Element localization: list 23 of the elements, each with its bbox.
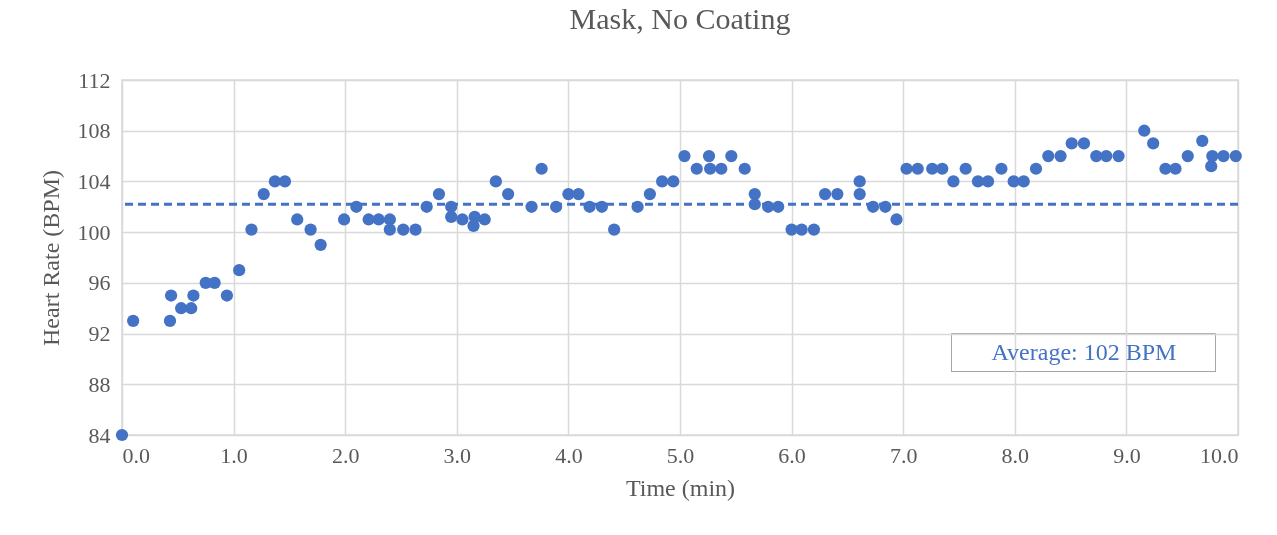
ref-line-label: Average: 102 BPM xyxy=(991,339,1177,365)
x-axis-title: Time (min) xyxy=(625,474,736,501)
y-tick-label: 100 xyxy=(77,219,111,245)
x-tick-label: 10.0 xyxy=(1200,442,1239,468)
x-tick-label: 4.0 xyxy=(555,442,583,468)
y-tick-label: 112 xyxy=(78,67,111,93)
x-tick-label: 2.0 xyxy=(331,442,360,468)
x-tick-label: 0.0 xyxy=(122,442,150,468)
x-tick-label: 6.0 xyxy=(778,442,806,468)
y-tick-label: 84 xyxy=(88,422,111,448)
y-tick-label: 96 xyxy=(88,270,111,296)
x-tick-label: 5.0 xyxy=(666,442,695,468)
chart-title: Mask, No Coating xyxy=(569,2,791,35)
y-tick-label: 104 xyxy=(77,168,111,194)
y-axis-title: Heart Rate (BPM) xyxy=(37,170,64,346)
x-tick-label: 9.0 xyxy=(1113,442,1141,468)
y-tick-label: 108 xyxy=(77,118,111,144)
y-tick-label: 92 xyxy=(88,321,111,347)
x-tick-label: 8.0 xyxy=(1001,442,1030,468)
y-tick-label: 88 xyxy=(88,371,111,397)
x-tick-label: 7.0 xyxy=(889,442,918,468)
x-tick-label: 1.0 xyxy=(220,442,248,468)
x-tick-label: 3.0 xyxy=(443,442,472,468)
